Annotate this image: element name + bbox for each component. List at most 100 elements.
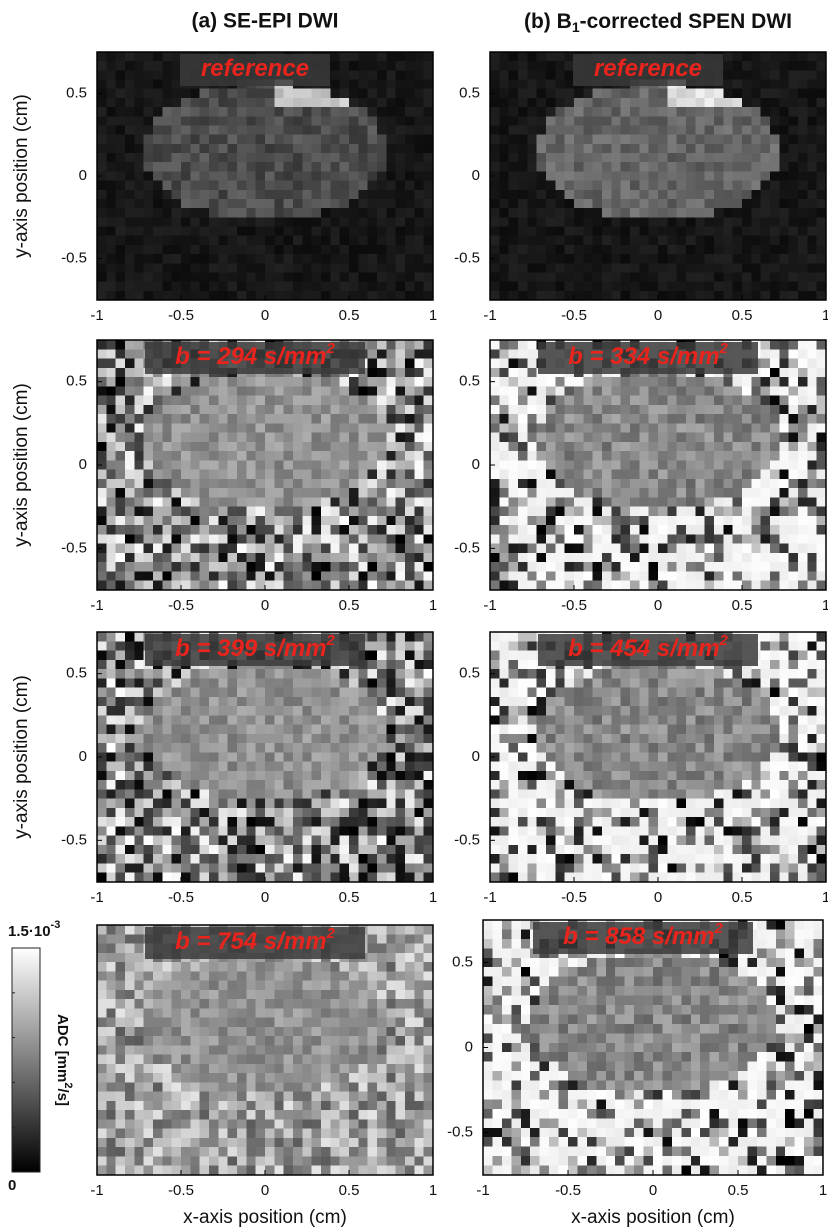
pixel: [414, 863, 424, 873]
pixel: [228, 780, 238, 790]
pixel: [321, 562, 331, 572]
pixel: [116, 153, 126, 163]
pixel: [789, 254, 799, 264]
pixel: [405, 144, 415, 154]
pixel: [518, 291, 528, 301]
pixel: [190, 460, 200, 470]
pixel: [368, 799, 378, 809]
pixel: [237, 442, 247, 452]
pixel: [817, 291, 827, 301]
pixel: [293, 98, 303, 108]
pixel: [144, 863, 154, 873]
pixel: [527, 125, 537, 135]
pixel: [649, 107, 659, 117]
pixel: [209, 715, 219, 725]
pixel: [358, 789, 368, 799]
pixel: [125, 135, 135, 145]
pixel: [798, 52, 808, 62]
pixel: [284, 734, 294, 744]
pixel: [162, 171, 172, 181]
pixel: [228, 488, 238, 498]
pixel: [116, 61, 126, 71]
pixel: [265, 771, 275, 781]
pixel: [321, 144, 331, 154]
pixel: [396, 349, 406, 359]
pixel: [386, 516, 396, 526]
pixel: [218, 282, 228, 292]
pixel: [368, 291, 378, 301]
pixel: [256, 162, 266, 172]
pixel: [144, 470, 154, 480]
pixel: [134, 743, 144, 753]
pixel: [368, 116, 378, 126]
pixel: [377, 153, 387, 163]
pixel: [265, 780, 275, 790]
pixel: [358, 553, 368, 563]
pixel: [509, 70, 519, 80]
pixel: [490, 396, 500, 406]
pixel: [246, 217, 256, 227]
pixel: [265, 263, 275, 273]
pixel: [649, 227, 659, 237]
pixel: [106, 181, 116, 191]
pixel: [705, 414, 715, 424]
pixel: [723, 263, 733, 273]
pixel: [574, 272, 584, 282]
pixel: [377, 743, 387, 753]
pixel: [125, 725, 135, 735]
pixel: [527, 162, 537, 172]
pixel: [162, 135, 172, 145]
pixel: [172, 125, 182, 135]
pixel: [302, 688, 312, 698]
pixel: [349, 497, 359, 507]
pixel: [761, 525, 771, 535]
pixel: [125, 688, 135, 698]
pixel: [284, 534, 294, 544]
pixel: [386, 771, 396, 781]
pixel: [751, 171, 761, 181]
pixel: [265, 799, 275, 809]
pixel: [368, 544, 378, 554]
pixel: [368, 125, 378, 135]
pixel: [116, 571, 126, 581]
pixel: [414, 516, 424, 526]
pixel: [414, 651, 424, 661]
pixel: [200, 377, 210, 387]
pixel: [667, 208, 677, 218]
pixel: [602, 245, 612, 255]
y-tick-label: 0.5: [66, 84, 87, 101]
pixel: [218, 153, 228, 163]
pixel: [723, 414, 733, 424]
pixel: [779, 377, 789, 387]
pixel: [405, 135, 415, 145]
pixel: [593, 208, 603, 218]
pixel: [209, 282, 219, 292]
pixel: [733, 199, 743, 209]
pixel: [302, 752, 312, 762]
pixel: [228, 291, 238, 301]
pixel: [658, 562, 668, 572]
pixel: [817, 442, 827, 452]
pixel: [527, 359, 537, 369]
pixel: [377, 396, 387, 406]
pixel: [602, 497, 612, 507]
pixel: [246, 706, 256, 716]
pixel: [153, 688, 163, 698]
pixel: [593, 497, 603, 507]
pixel: [377, 368, 387, 378]
pixel: [789, 89, 799, 99]
pixel: [358, 507, 368, 517]
pixel: [677, 208, 687, 218]
pixel: [611, 433, 621, 443]
pixel: [368, 171, 378, 181]
pixel: [106, 743, 116, 753]
pixel: [770, 349, 780, 359]
pixel: [807, 359, 817, 369]
pixel: [649, 190, 659, 200]
pixel: [807, 470, 817, 480]
pixel: [274, 771, 284, 781]
pixel: [293, 516, 303, 526]
pixel: [405, 706, 415, 716]
pixel: [284, 780, 294, 790]
pixel: [190, 789, 200, 799]
